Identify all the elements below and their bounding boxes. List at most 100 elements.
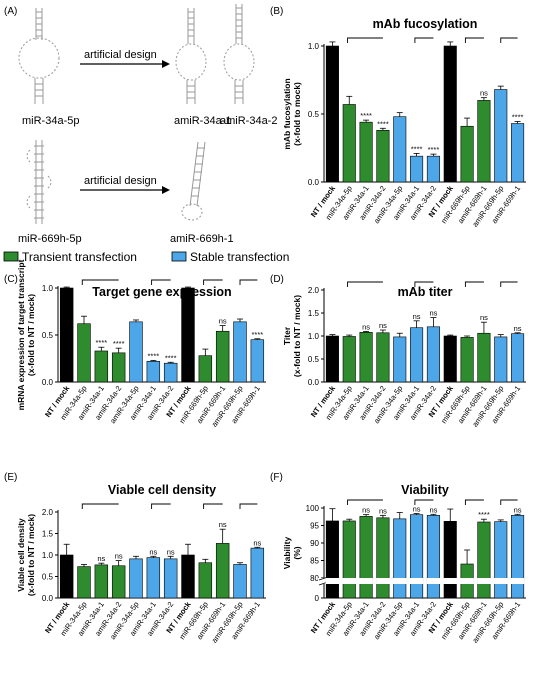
significance-label: **** [377, 119, 389, 128]
bar [325, 45, 339, 183]
hairpin-mir-669h-5p [26, 140, 52, 224]
legend-swatch-transient [3, 251, 19, 262]
significance-label: ns [97, 554, 105, 563]
comparison-bracket [81, 503, 119, 509]
bar [511, 333, 525, 383]
bar [477, 100, 491, 183]
significance-label: **** [411, 144, 423, 153]
bar [94, 564, 109, 599]
y-tick-label: 95 [310, 522, 319, 531]
bar [511, 123, 525, 183]
bar-break-gap [510, 578, 525, 584]
y-tick-label: 1.0 [42, 284, 54, 293]
bar [342, 336, 356, 383]
panel-label-c: (C) [4, 274, 18, 285]
comparison-bracket [239, 503, 258, 509]
y-tick-label: 1.0 [308, 42, 320, 51]
bar [111, 565, 126, 599]
bar [146, 557, 161, 599]
chart-title: Viable cell density [108, 483, 216, 497]
bar [460, 125, 474, 183]
bar-break-gap [376, 578, 390, 584]
bar [359, 332, 373, 383]
y-tick-label: 0.5 [42, 331, 54, 340]
bar [181, 287, 195, 383]
y-axis-label: (x-fold to NT / mock) [292, 295, 302, 377]
hairpin-amir-34a-1 [175, 8, 207, 104]
y-tick-label: 0.5 [308, 110, 320, 119]
bar [410, 514, 424, 599]
hairpin-mir-34a-5p [18, 8, 60, 104]
bar [426, 155, 440, 183]
rna-label-amir-34a-1: amiR-34a-1 [174, 115, 231, 127]
bar [94, 350, 109, 383]
significance-label: ns [362, 322, 370, 331]
bar-break-gap [494, 578, 508, 584]
bar [77, 566, 91, 599]
y-axis-label: mAb fucosylation [282, 78, 292, 149]
bar [146, 361, 161, 383]
rna-label-amir-34a-2: amiR-34a-2 [220, 115, 277, 127]
y-tick-label: 0.0 [42, 594, 54, 603]
bar [215, 330, 230, 383]
chart-title: mAb fucosylation [373, 17, 478, 31]
bar [111, 352, 126, 383]
bar [376, 332, 390, 383]
comparison-bracket [414, 499, 434, 505]
significance-label: ns [379, 321, 387, 330]
chart-title: mAb titer [398, 285, 453, 299]
bar-break-gap [342, 578, 356, 584]
bar [477, 521, 491, 599]
chart-title: Viability [401, 483, 449, 497]
significance-label: ns [413, 505, 421, 514]
bar-break-gap [443, 578, 457, 584]
bar [393, 116, 407, 183]
bar [443, 45, 457, 183]
significance-label: ns [167, 547, 175, 556]
y-tick-label: 1.5 [42, 530, 54, 539]
y-axis-label: (%) [292, 546, 302, 559]
bar [494, 336, 508, 383]
bar [325, 335, 339, 383]
significance-label: ns [379, 506, 387, 515]
design-arrow-label-1: artificial design [84, 49, 157, 61]
panel-label-a: (A) [4, 6, 17, 17]
bar [129, 558, 143, 599]
significance-label: ns [429, 309, 437, 318]
bar [215, 543, 230, 599]
bar [410, 155, 424, 183]
panel-label-f: (F) [270, 472, 283, 483]
bar [181, 554, 195, 599]
y-tick-label: 0.0 [308, 178, 320, 187]
comparison-bracket [414, 281, 434, 287]
bar [198, 355, 213, 383]
comparison-bracket [347, 37, 383, 43]
significance-label: **** [95, 338, 107, 347]
bar-break-gap [409, 578, 424, 584]
y-tick-label: 85 [310, 557, 319, 566]
bar [494, 521, 508, 599]
significance-label: **** [251, 330, 263, 339]
significance-label: **** [147, 351, 159, 360]
comparison-bracket [347, 499, 383, 505]
rna-label-amir-669h-1: amiR-669h-1 [170, 233, 234, 245]
bar [426, 326, 440, 383]
bar [460, 337, 474, 383]
significance-label: ns [480, 89, 488, 98]
bar [376, 130, 390, 183]
comparison-bracket [500, 499, 518, 505]
bar [393, 336, 407, 383]
bar [77, 323, 91, 383]
panel-label-b: (B) [270, 6, 283, 17]
significance-label: ns [413, 312, 421, 321]
bar [410, 327, 424, 383]
comparison-bracket [414, 37, 434, 43]
y-tick-label: 0 [315, 594, 320, 603]
y-axis-label: (x-fold to NT / mock) [26, 514, 36, 596]
arrow-head-2 [162, 186, 170, 194]
significance-label: **** [512, 112, 524, 121]
bar [129, 321, 143, 383]
comparison-bracket [203, 279, 223, 285]
